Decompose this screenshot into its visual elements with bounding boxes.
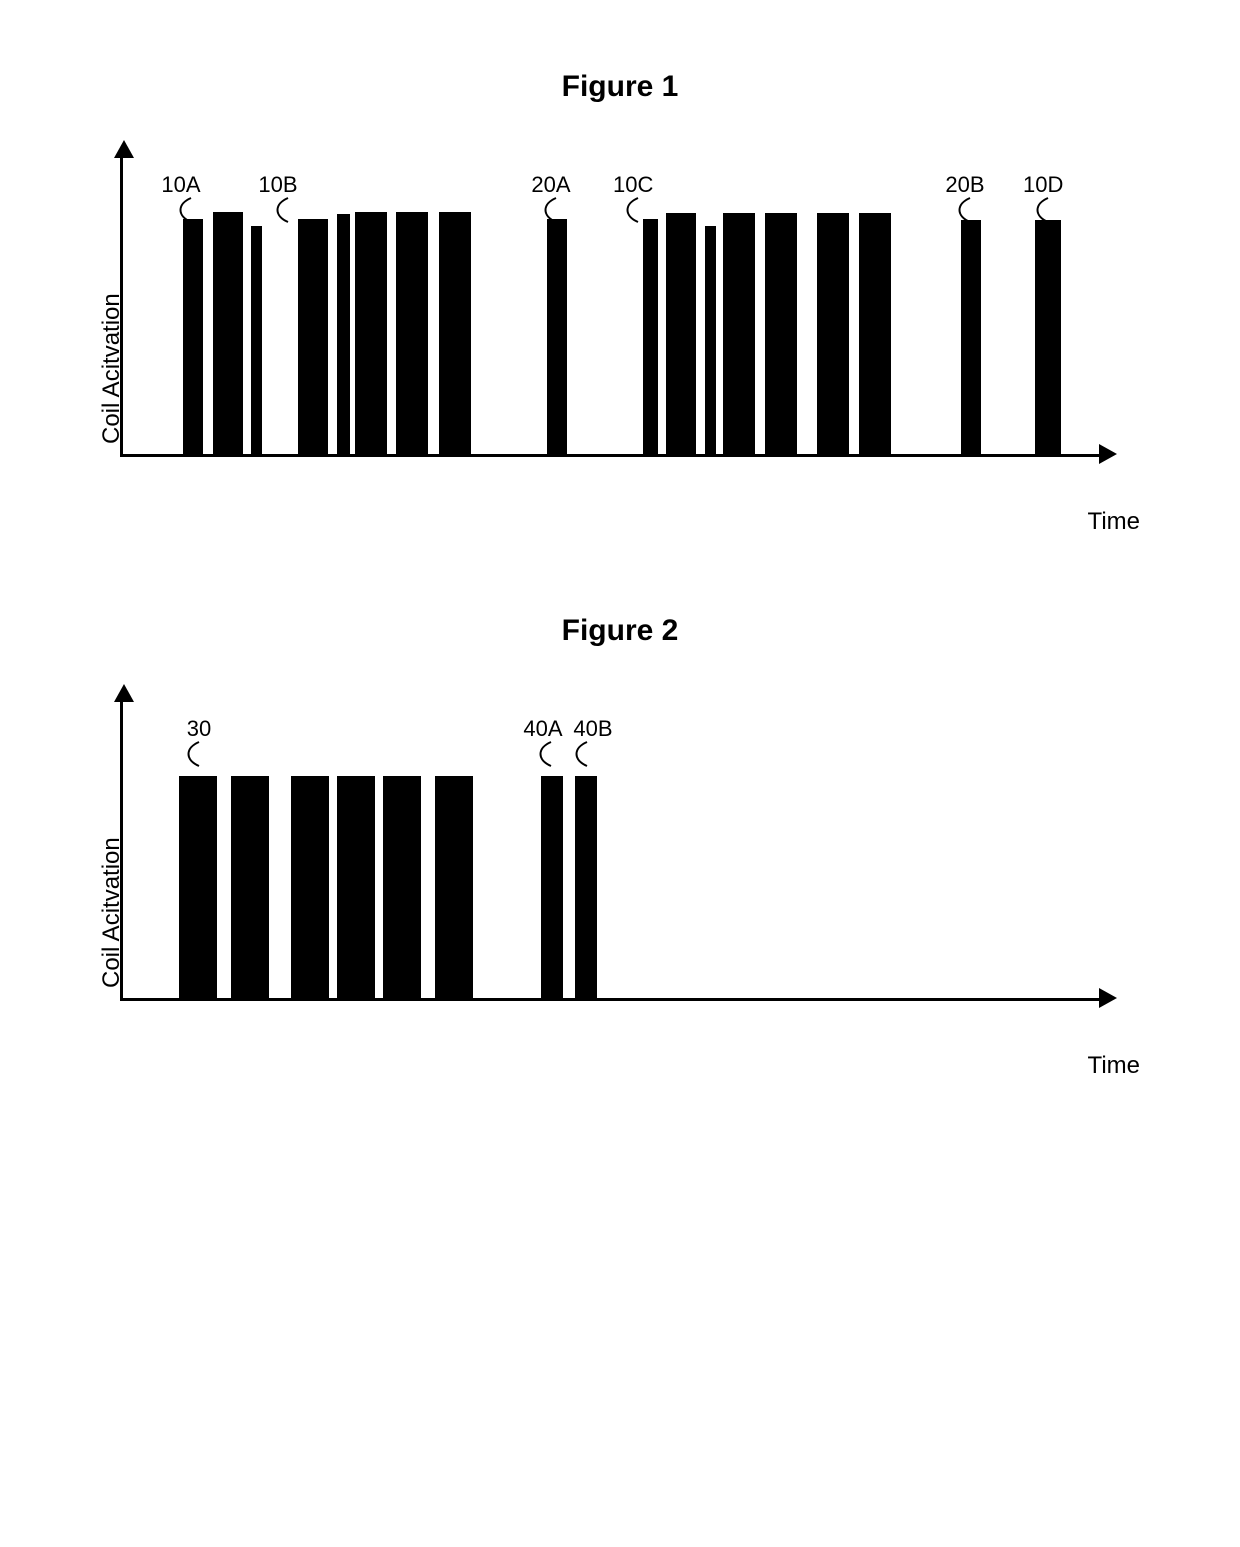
y-axis-arrow-icon: [114, 684, 134, 702]
callout-text: 30: [187, 716, 211, 741]
bar: [765, 213, 797, 454]
callout-hook-icon: [161, 196, 201, 226]
callout-hook-icon: [523, 740, 563, 770]
bar: [291, 776, 329, 998]
bar: [723, 213, 755, 454]
bar: [705, 226, 716, 454]
callout-label: 10A: [161, 172, 201, 226]
bar: [396, 212, 428, 454]
callout-hook-icon: [179, 740, 219, 770]
callout-hook-icon: [573, 740, 613, 770]
bar: [547, 219, 567, 454]
figure-2-chart: Coil Acitvation 3040A40B Time: [120, 698, 1120, 1038]
callout-text: 10B: [258, 172, 297, 197]
figure-1-chart: Coil Acitvation 10A10B20A10C20B10D Time: [120, 154, 1120, 494]
callout-hook-icon: [945, 196, 985, 226]
bar: [383, 776, 421, 998]
callout-label: 10D: [1023, 172, 1063, 226]
callout-text: 10C: [613, 172, 653, 197]
x-axis-arrow-icon: [1099, 444, 1117, 464]
bar: [961, 220, 981, 454]
bar: [541, 776, 563, 998]
y-axis-arrow-icon: [114, 140, 134, 158]
bar: [575, 776, 597, 998]
bar: [337, 776, 375, 998]
bar: [337, 214, 350, 454]
callout-hook-icon: [613, 196, 653, 226]
callout-label: 20A: [531, 172, 571, 226]
figure-2-x-axis-label: Time: [1088, 1052, 1140, 1080]
bar: [1035, 220, 1061, 454]
callout-text: 40B: [573, 716, 612, 741]
callout-label: 20B: [945, 172, 985, 226]
figure-1-x-axis-label: Time: [1088, 508, 1140, 536]
bar: [643, 219, 658, 454]
callout-hook-icon: [258, 196, 298, 226]
bar: [355, 212, 387, 454]
bar: [213, 212, 243, 454]
callout-text: 40A: [523, 716, 562, 741]
callout-label: 40A: [523, 716, 563, 770]
figure-1-title: Figure 1: [30, 70, 1210, 104]
callout-text: 10A: [161, 172, 200, 197]
bar: [435, 776, 473, 998]
callout-text: 20A: [531, 172, 570, 197]
bar: [179, 776, 217, 998]
bar: [251, 226, 262, 454]
callout-label: 40B: [573, 716, 613, 770]
figure-2-title: Figure 2: [30, 614, 1210, 648]
callout-label: 10C: [613, 172, 653, 226]
figure-1-plot-area: 10A 10B 20A 10C 20B 10D: [120, 154, 1103, 457]
bar: [817, 213, 849, 454]
bar: [439, 212, 471, 454]
callout-hook-icon: [531, 196, 571, 226]
callout-label: 10B: [258, 172, 298, 226]
bar: [231, 776, 269, 998]
bar: [298, 219, 328, 454]
bar: [183, 219, 203, 454]
callout-text: 10D: [1023, 172, 1063, 197]
bar: [859, 213, 891, 454]
bar: [666, 213, 696, 454]
callout-label: 30: [179, 716, 219, 770]
callout-hook-icon: [1023, 196, 1063, 226]
figure-2-plot-area: 30 40A 40B: [120, 698, 1103, 1001]
x-axis-arrow-icon: [1099, 988, 1117, 1008]
callout-text: 20B: [945, 172, 984, 197]
